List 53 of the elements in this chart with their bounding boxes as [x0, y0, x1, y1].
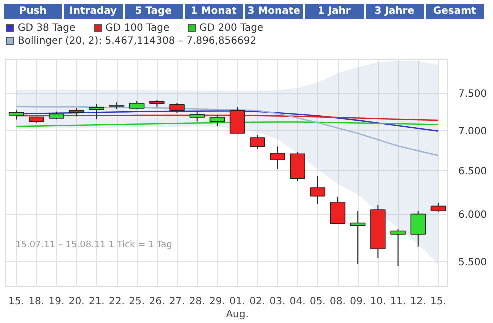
x-tick-label: 12.: [410, 296, 426, 308]
x-tick-label: 15.: [8, 296, 25, 308]
candlestick: [89, 104, 105, 120]
x-tick-label: 04.: [290, 296, 306, 308]
x-tick-label: 08.: [330, 296, 346, 308]
candlestick: [8, 110, 24, 120]
x-tick-label: 26.: [149, 296, 166, 308]
annotation: 15.07.11 – 15.08.11 1 Tick = 1 Tag: [16, 240, 172, 250]
legend-label: GD 200 Tage: [198, 22, 264, 35]
x-tick-label: 10.: [370, 296, 386, 308]
x-tick-label: 19.: [48, 296, 65, 308]
legend-label: GD 100 Tage: [104, 22, 170, 35]
candlestick: [350, 210, 366, 265]
x-tick-label: 01. Aug.: [226, 296, 249, 321]
candlestick: [410, 210, 426, 248]
legend-label: GD 38 Tage: [17, 22, 76, 35]
x-tick-label: 27.: [169, 296, 186, 308]
y-tick-label: 7.000: [458, 126, 488, 138]
x-tick-label: 15.: [430, 296, 446, 308]
text: 3 Jahre: [366, 4, 424, 19]
candlestick: [190, 112, 205, 122]
x-tick-label: 20.: [68, 296, 85, 308]
x-tick-label: 22.: [109, 296, 125, 308]
y-tick-label: 6.000: [458, 210, 488, 222]
x-tick-label: 02.: [250, 296, 266, 308]
candlestick: [390, 228, 406, 267]
x-tick-label: 03.: [270, 296, 286, 308]
legend-label: Bollinger (20, 2): 5.467,114308 – 7.896,856692: [17, 35, 257, 48]
x-tick-label: 29.: [210, 296, 226, 308]
x-tick-label: 11.: [390, 296, 406, 308]
text: Push: [4, 4, 62, 19]
x-tick-label: 05.: [310, 296, 326, 308]
candlestick: [310, 176, 326, 205]
text: 5 Tage: [124, 4, 183, 19]
x-tick-label: 28.: [189, 296, 206, 308]
candlestick: [170, 102, 185, 114]
text: Intraday: [64, 4, 122, 19]
y-tick-label: 7.500: [458, 89, 488, 100]
text: 1 Jahr: [305, 4, 364, 19]
x-tick-label: 18.: [28, 296, 45, 308]
candlestick: [230, 106, 246, 135]
candlestick: [270, 146, 286, 170]
candlestick: [250, 134, 266, 150]
x-tick-label: 09.: [350, 296, 366, 308]
text: 3 Monate: [245, 4, 304, 19]
candlestick: [330, 196, 346, 225]
candlestick: [210, 114, 226, 127]
text: Gesamt: [426, 4, 484, 19]
y-tick-label: 6.500: [458, 166, 488, 178]
x-tick-label: 25.: [129, 296, 146, 308]
text: 1 Monat: [184, 4, 243, 19]
y-tick-label: 5.500: [458, 257, 488, 268]
x-tick-label: 21.: [88, 296, 105, 308]
